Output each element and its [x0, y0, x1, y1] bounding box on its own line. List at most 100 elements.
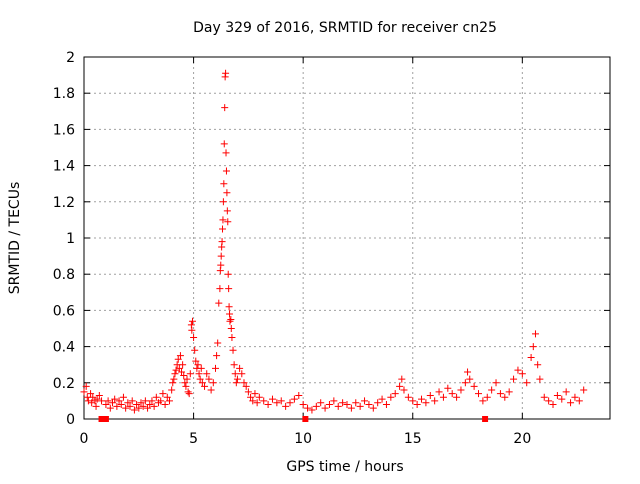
- data-point: [82, 382, 90, 390]
- data-point: [178, 368, 186, 376]
- data-point: [567, 399, 575, 407]
- data-point: [213, 352, 221, 360]
- data-point: [95, 391, 103, 399]
- data-point: [133, 401, 141, 409]
- data-point: [488, 386, 496, 394]
- data-point: [431, 397, 439, 405]
- data-point: [514, 366, 522, 374]
- data-point: [111, 395, 119, 403]
- y-axis-label: SRMTID / TECUs: [7, 182, 23, 295]
- data-point: [413, 401, 421, 409]
- data-point: [240, 379, 248, 387]
- data-point: [553, 391, 561, 399]
- data-point: [558, 395, 566, 403]
- data-point: [523, 379, 531, 387]
- data-point: [128, 397, 136, 405]
- data-point: [106, 404, 114, 412]
- data-point: [247, 393, 255, 401]
- data-point: [534, 361, 542, 369]
- data-point: [179, 361, 187, 369]
- data-point: [400, 386, 408, 394]
- data-point: [169, 379, 177, 387]
- data-point: [216, 285, 224, 293]
- y-tick-label: 1.8: [53, 86, 75, 102]
- data-point: [194, 361, 202, 369]
- data-point: [126, 402, 134, 410]
- data-point: [492, 379, 500, 387]
- data-point: [220, 140, 228, 148]
- y-tick-label: 1: [66, 231, 75, 247]
- zero-marker: [482, 416, 489, 422]
- data-point: [260, 397, 268, 405]
- data-point: [80, 388, 88, 396]
- data-point: [161, 401, 169, 409]
- y-tick-label: 2: [66, 50, 75, 66]
- data-point: [439, 393, 447, 401]
- zero-marker: [302, 416, 309, 422]
- data-point: [268, 395, 276, 403]
- data-point: [299, 401, 307, 409]
- y-tick-label: 1.4: [53, 159, 75, 175]
- data-point: [201, 382, 209, 390]
- data-point: [163, 393, 171, 401]
- data-point: [226, 317, 234, 325]
- data-point: [365, 401, 373, 409]
- data-point: [426, 391, 434, 399]
- data-point: [224, 218, 232, 226]
- data-point: [536, 375, 544, 383]
- data-point: [168, 386, 176, 394]
- data-point: [339, 399, 347, 407]
- data-point: [233, 375, 241, 383]
- data-point: [448, 390, 456, 398]
- data-point: [219, 225, 227, 233]
- data-point: [231, 370, 239, 378]
- data-point: [196, 375, 204, 383]
- data-point: [186, 370, 194, 378]
- data-point: [98, 397, 106, 405]
- tick-layer: 00.20.40.60.811.21.41.61.820 5 10 15 20: [53, 50, 610, 447]
- data-point: [174, 355, 182, 363]
- data-point: [347, 404, 355, 412]
- data-point: [418, 395, 426, 403]
- data-point: [317, 399, 325, 407]
- data-point: [251, 390, 259, 398]
- data-point: [501, 393, 509, 401]
- data-point: [435, 388, 443, 396]
- data-point: [479, 397, 487, 405]
- data-point: [308, 406, 316, 414]
- data-point: [540, 393, 548, 401]
- data-point: [165, 397, 173, 405]
- data-point: [228, 334, 236, 342]
- data-point: [104, 397, 112, 405]
- x-tick-label: 10: [294, 431, 312, 447]
- data-point: [192, 357, 200, 365]
- data-point: [470, 382, 478, 390]
- data-point: [148, 397, 156, 405]
- data-point: [244, 388, 252, 396]
- data-point: [312, 402, 320, 410]
- data-points: [80, 69, 588, 422]
- data-point: [217, 261, 225, 269]
- data-point: [496, 390, 504, 398]
- data-point: [391, 390, 399, 398]
- data-point: [220, 180, 228, 188]
- data-point: [236, 364, 244, 372]
- data-point: [135, 404, 143, 412]
- data-point: [224, 270, 232, 278]
- data-point: [361, 397, 369, 405]
- data-point: [356, 402, 364, 410]
- data-point: [180, 372, 188, 380]
- x-tick-label: 15: [404, 431, 422, 447]
- data-point: [92, 402, 100, 410]
- data-point: [197, 364, 205, 372]
- data-point: [531, 330, 539, 338]
- data-point: [404, 393, 412, 401]
- data-point: [249, 397, 257, 405]
- chart-title: Day 329 of 2016, SRMTID for receiver cn2…: [193, 20, 497, 36]
- data-point: [325, 401, 333, 409]
- y-tick-label: 1.6: [53, 122, 75, 138]
- data-point: [273, 399, 281, 407]
- data-point: [527, 353, 535, 361]
